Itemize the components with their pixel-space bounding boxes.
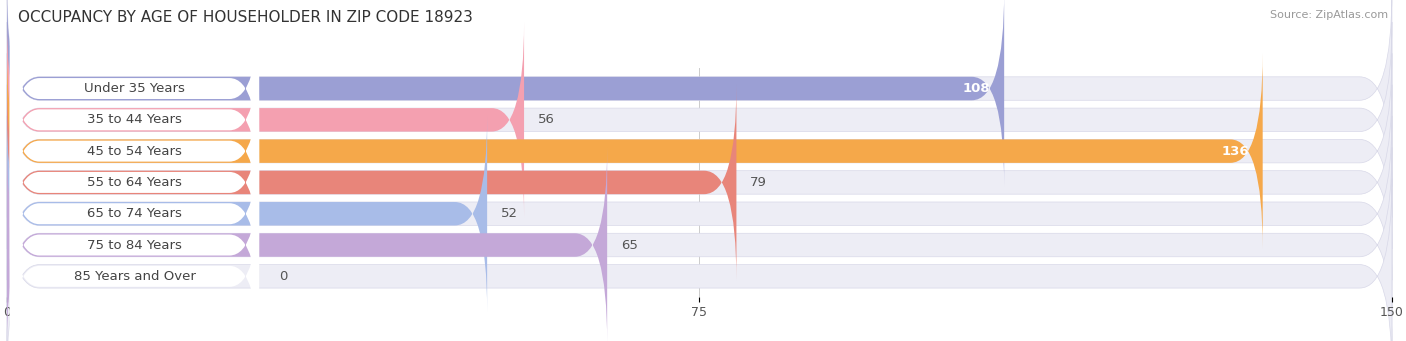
- FancyBboxPatch shape: [10, 61, 259, 241]
- FancyBboxPatch shape: [7, 85, 1392, 280]
- Text: 65: 65: [621, 239, 638, 252]
- FancyBboxPatch shape: [7, 116, 486, 312]
- FancyBboxPatch shape: [10, 30, 259, 209]
- Text: 0: 0: [280, 270, 288, 283]
- FancyBboxPatch shape: [7, 147, 607, 341]
- Text: 75 to 84 Years: 75 to 84 Years: [87, 239, 181, 252]
- Text: Under 35 Years: Under 35 Years: [84, 82, 184, 95]
- FancyBboxPatch shape: [7, 0, 1004, 186]
- FancyBboxPatch shape: [10, 155, 259, 335]
- Text: 79: 79: [751, 176, 768, 189]
- FancyBboxPatch shape: [7, 22, 1392, 218]
- FancyBboxPatch shape: [7, 22, 524, 218]
- Text: 85 Years and Over: 85 Years and Over: [73, 270, 195, 283]
- FancyBboxPatch shape: [10, 93, 259, 272]
- Text: OCCUPANCY BY AGE OF HOUSEHOLDER IN ZIP CODE 18923: OCCUPANCY BY AGE OF HOUSEHOLDER IN ZIP C…: [18, 10, 474, 25]
- FancyBboxPatch shape: [7, 85, 737, 280]
- FancyBboxPatch shape: [7, 147, 1392, 341]
- FancyBboxPatch shape: [7, 116, 1392, 312]
- Text: 45 to 54 Years: 45 to 54 Years: [87, 145, 181, 158]
- Text: 55 to 64 Years: 55 to 64 Years: [87, 176, 181, 189]
- FancyBboxPatch shape: [10, 187, 259, 341]
- Text: 52: 52: [501, 207, 517, 220]
- FancyBboxPatch shape: [10, 124, 259, 303]
- Text: 56: 56: [538, 113, 555, 126]
- FancyBboxPatch shape: [7, 179, 1392, 341]
- Text: 136: 136: [1222, 145, 1249, 158]
- FancyBboxPatch shape: [7, 53, 1263, 249]
- Text: 108: 108: [963, 82, 990, 95]
- FancyBboxPatch shape: [7, 0, 1392, 186]
- Text: Source: ZipAtlas.com: Source: ZipAtlas.com: [1270, 10, 1388, 20]
- FancyBboxPatch shape: [10, 0, 259, 178]
- FancyBboxPatch shape: [7, 53, 1392, 249]
- Text: 65 to 74 Years: 65 to 74 Years: [87, 207, 181, 220]
- Text: 35 to 44 Years: 35 to 44 Years: [87, 113, 181, 126]
